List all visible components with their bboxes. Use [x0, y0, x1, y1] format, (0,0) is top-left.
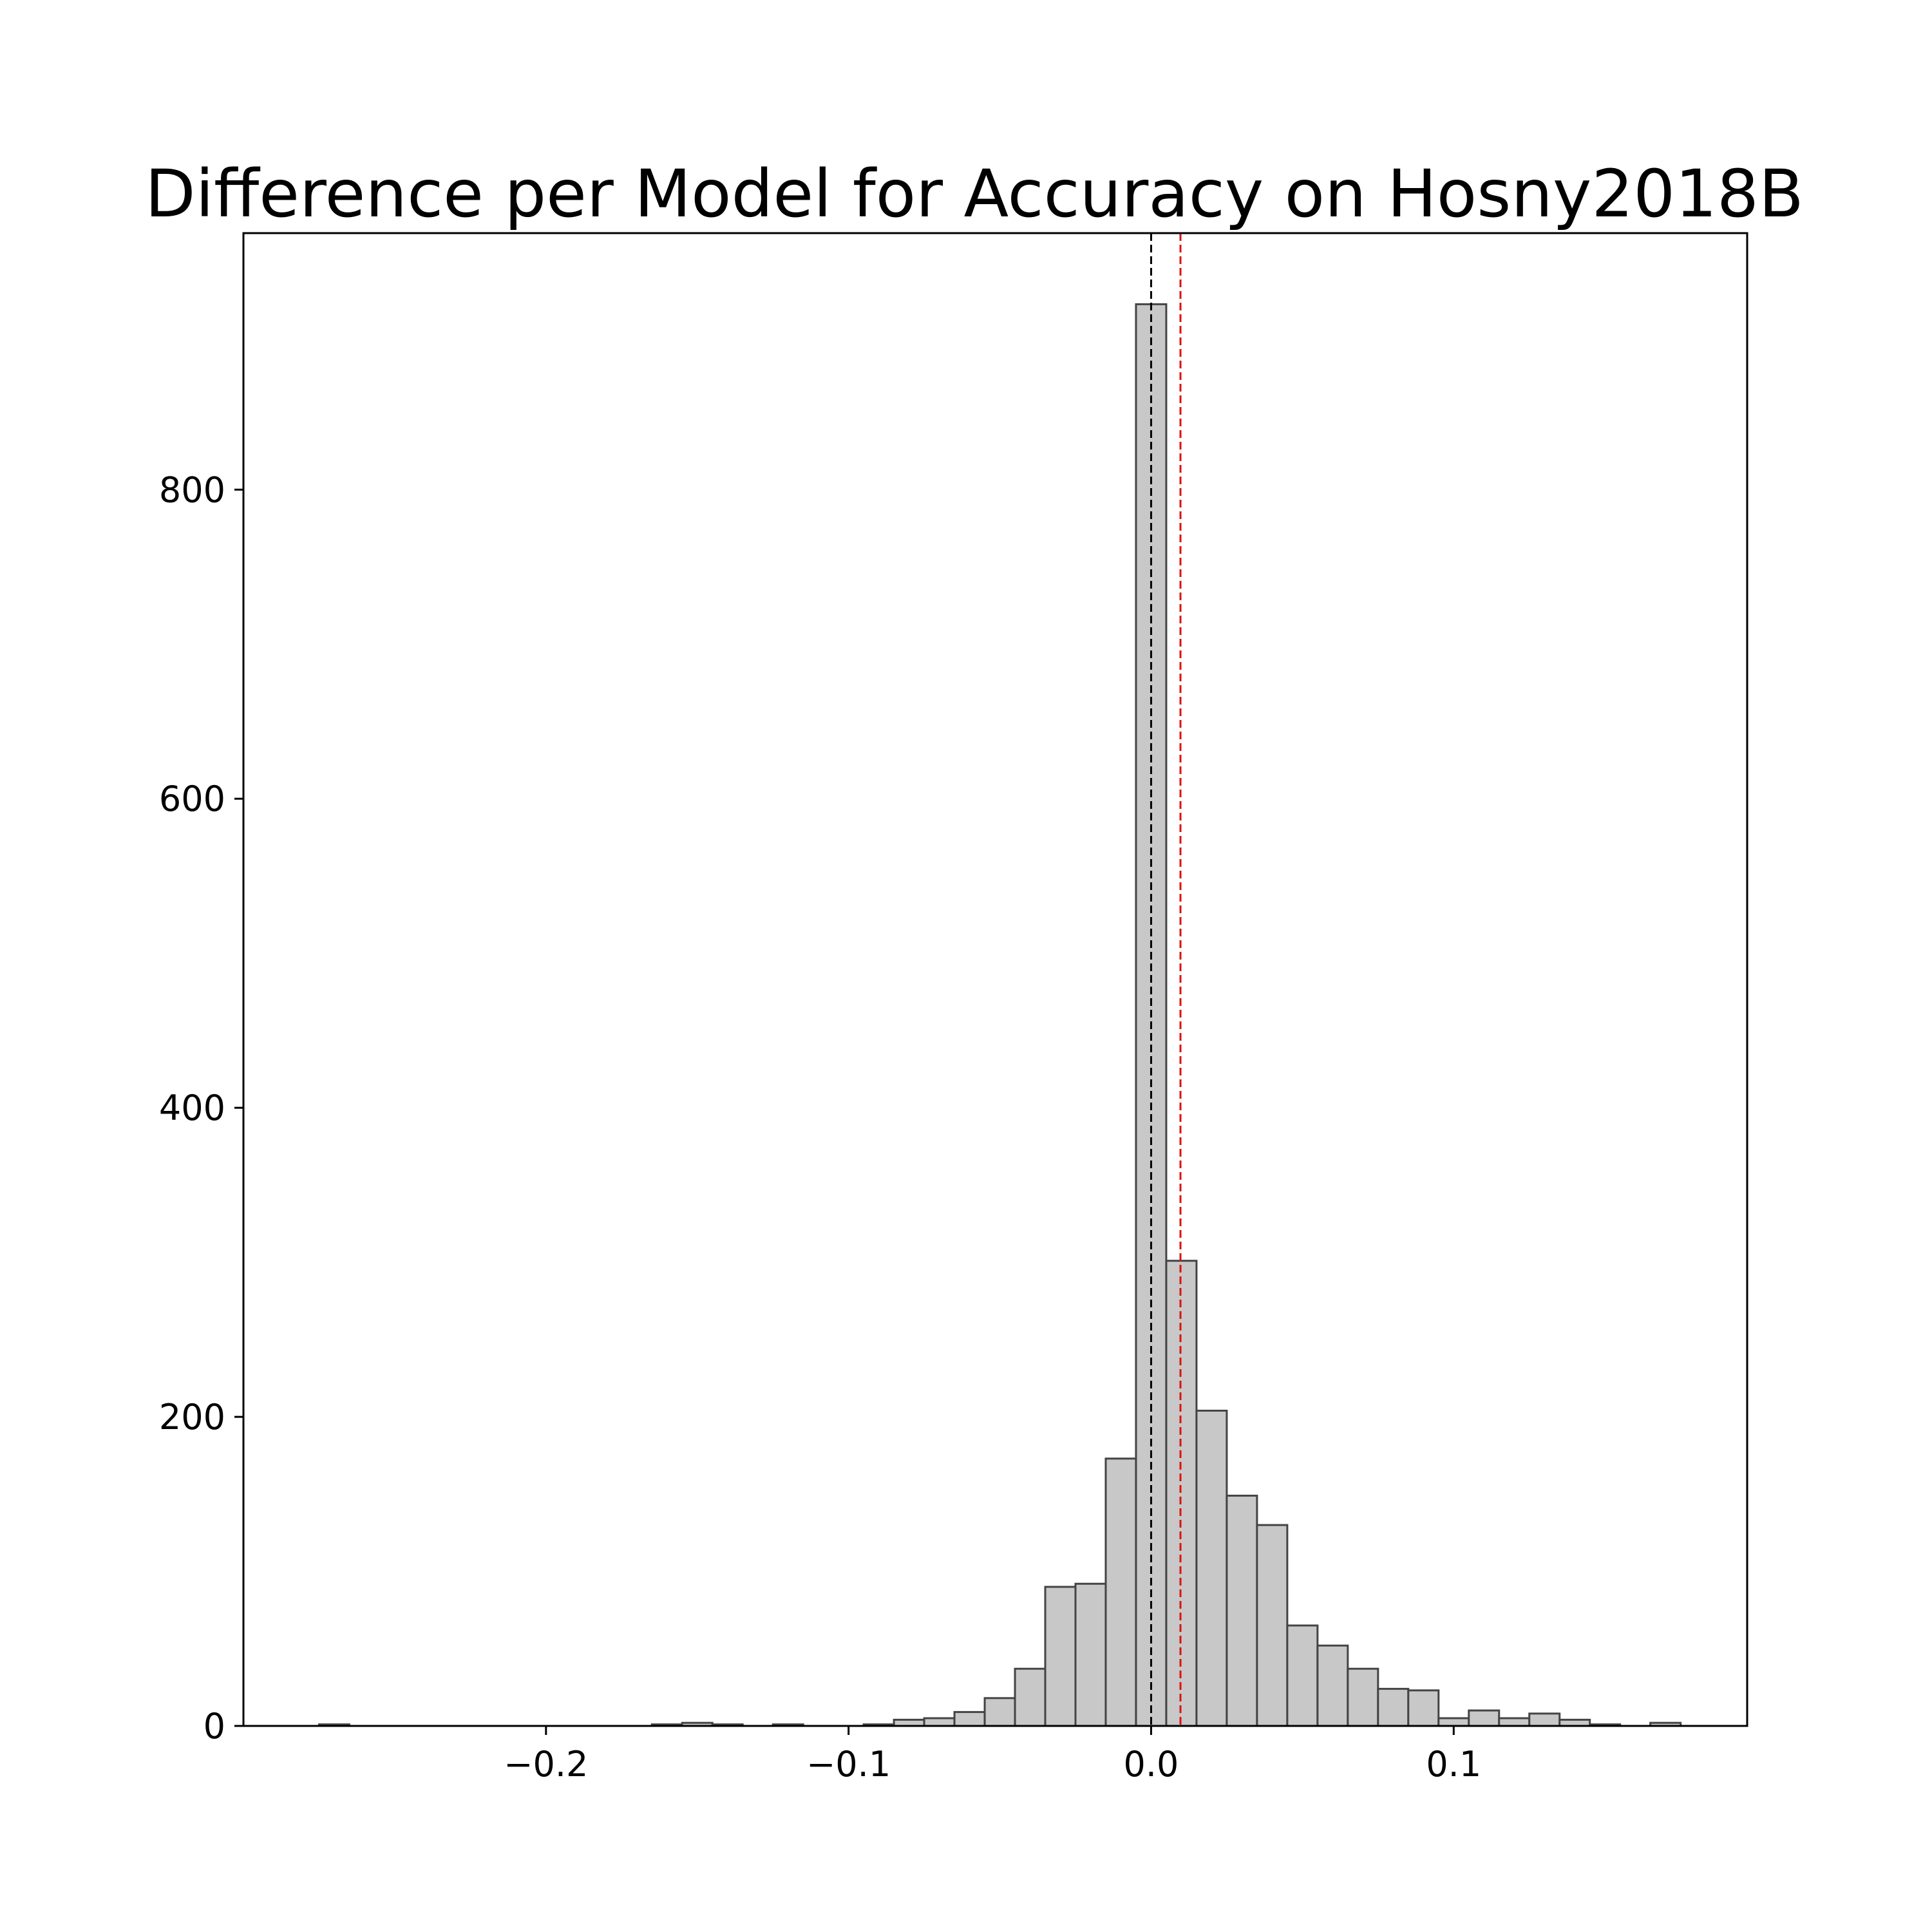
x-tick-label: 0.1 — [1426, 1744, 1481, 1785]
histogram-bar — [1347, 1667, 1379, 1727]
bars-group — [317, 303, 1682, 1727]
histogram-bar — [1195, 1409, 1228, 1727]
histogram-bar — [1437, 1717, 1470, 1727]
x-axis: −0.2 −0.1 0.0 0.1 — [504, 1726, 1481, 1785]
histogram-bar — [983, 1697, 1016, 1727]
histogram-bar — [923, 1717, 956, 1727]
plot-frame — [242, 232, 1748, 1727]
y-tick-label: 400 — [159, 1088, 225, 1128]
histogram-bar — [1226, 1494, 1258, 1727]
histogram-bar — [1104, 1457, 1137, 1727]
histogram-bar — [1014, 1667, 1046, 1727]
histogram-bar — [1316, 1644, 1349, 1727]
histogram-bar — [1074, 1582, 1107, 1727]
x-tick-label: −0.1 — [806, 1744, 891, 1785]
histogram-bar — [1256, 1524, 1289, 1727]
y-tick-label: 600 — [159, 779, 225, 819]
y-tick-label: 0 — [204, 1706, 225, 1747]
reference-lines-group — [1150, 233, 1182, 1726]
x-tick-label: 0.0 — [1124, 1744, 1179, 1785]
histogram-bar — [1377, 1687, 1410, 1727]
histogram-bar — [1286, 1624, 1319, 1727]
y-tick-label: 200 — [159, 1397, 225, 1437]
histogram-bar — [1498, 1717, 1531, 1727]
y-axis: 0 200 400 600 800 — [159, 469, 243, 1747]
chart-title: Difference per Model for Accuracy on Hos… — [145, 156, 1804, 232]
histogram-bar — [1165, 1260, 1198, 1727]
x-tick-label: −0.2 — [504, 1744, 588, 1785]
histogram-bar — [1528, 1712, 1561, 1727]
histogram-bar — [953, 1710, 986, 1727]
histogram-bar — [1044, 1586, 1077, 1727]
histogram-bar — [1468, 1709, 1501, 1727]
y-tick-label: 800 — [159, 469, 225, 510]
histogram-bar — [1407, 1689, 1440, 1727]
